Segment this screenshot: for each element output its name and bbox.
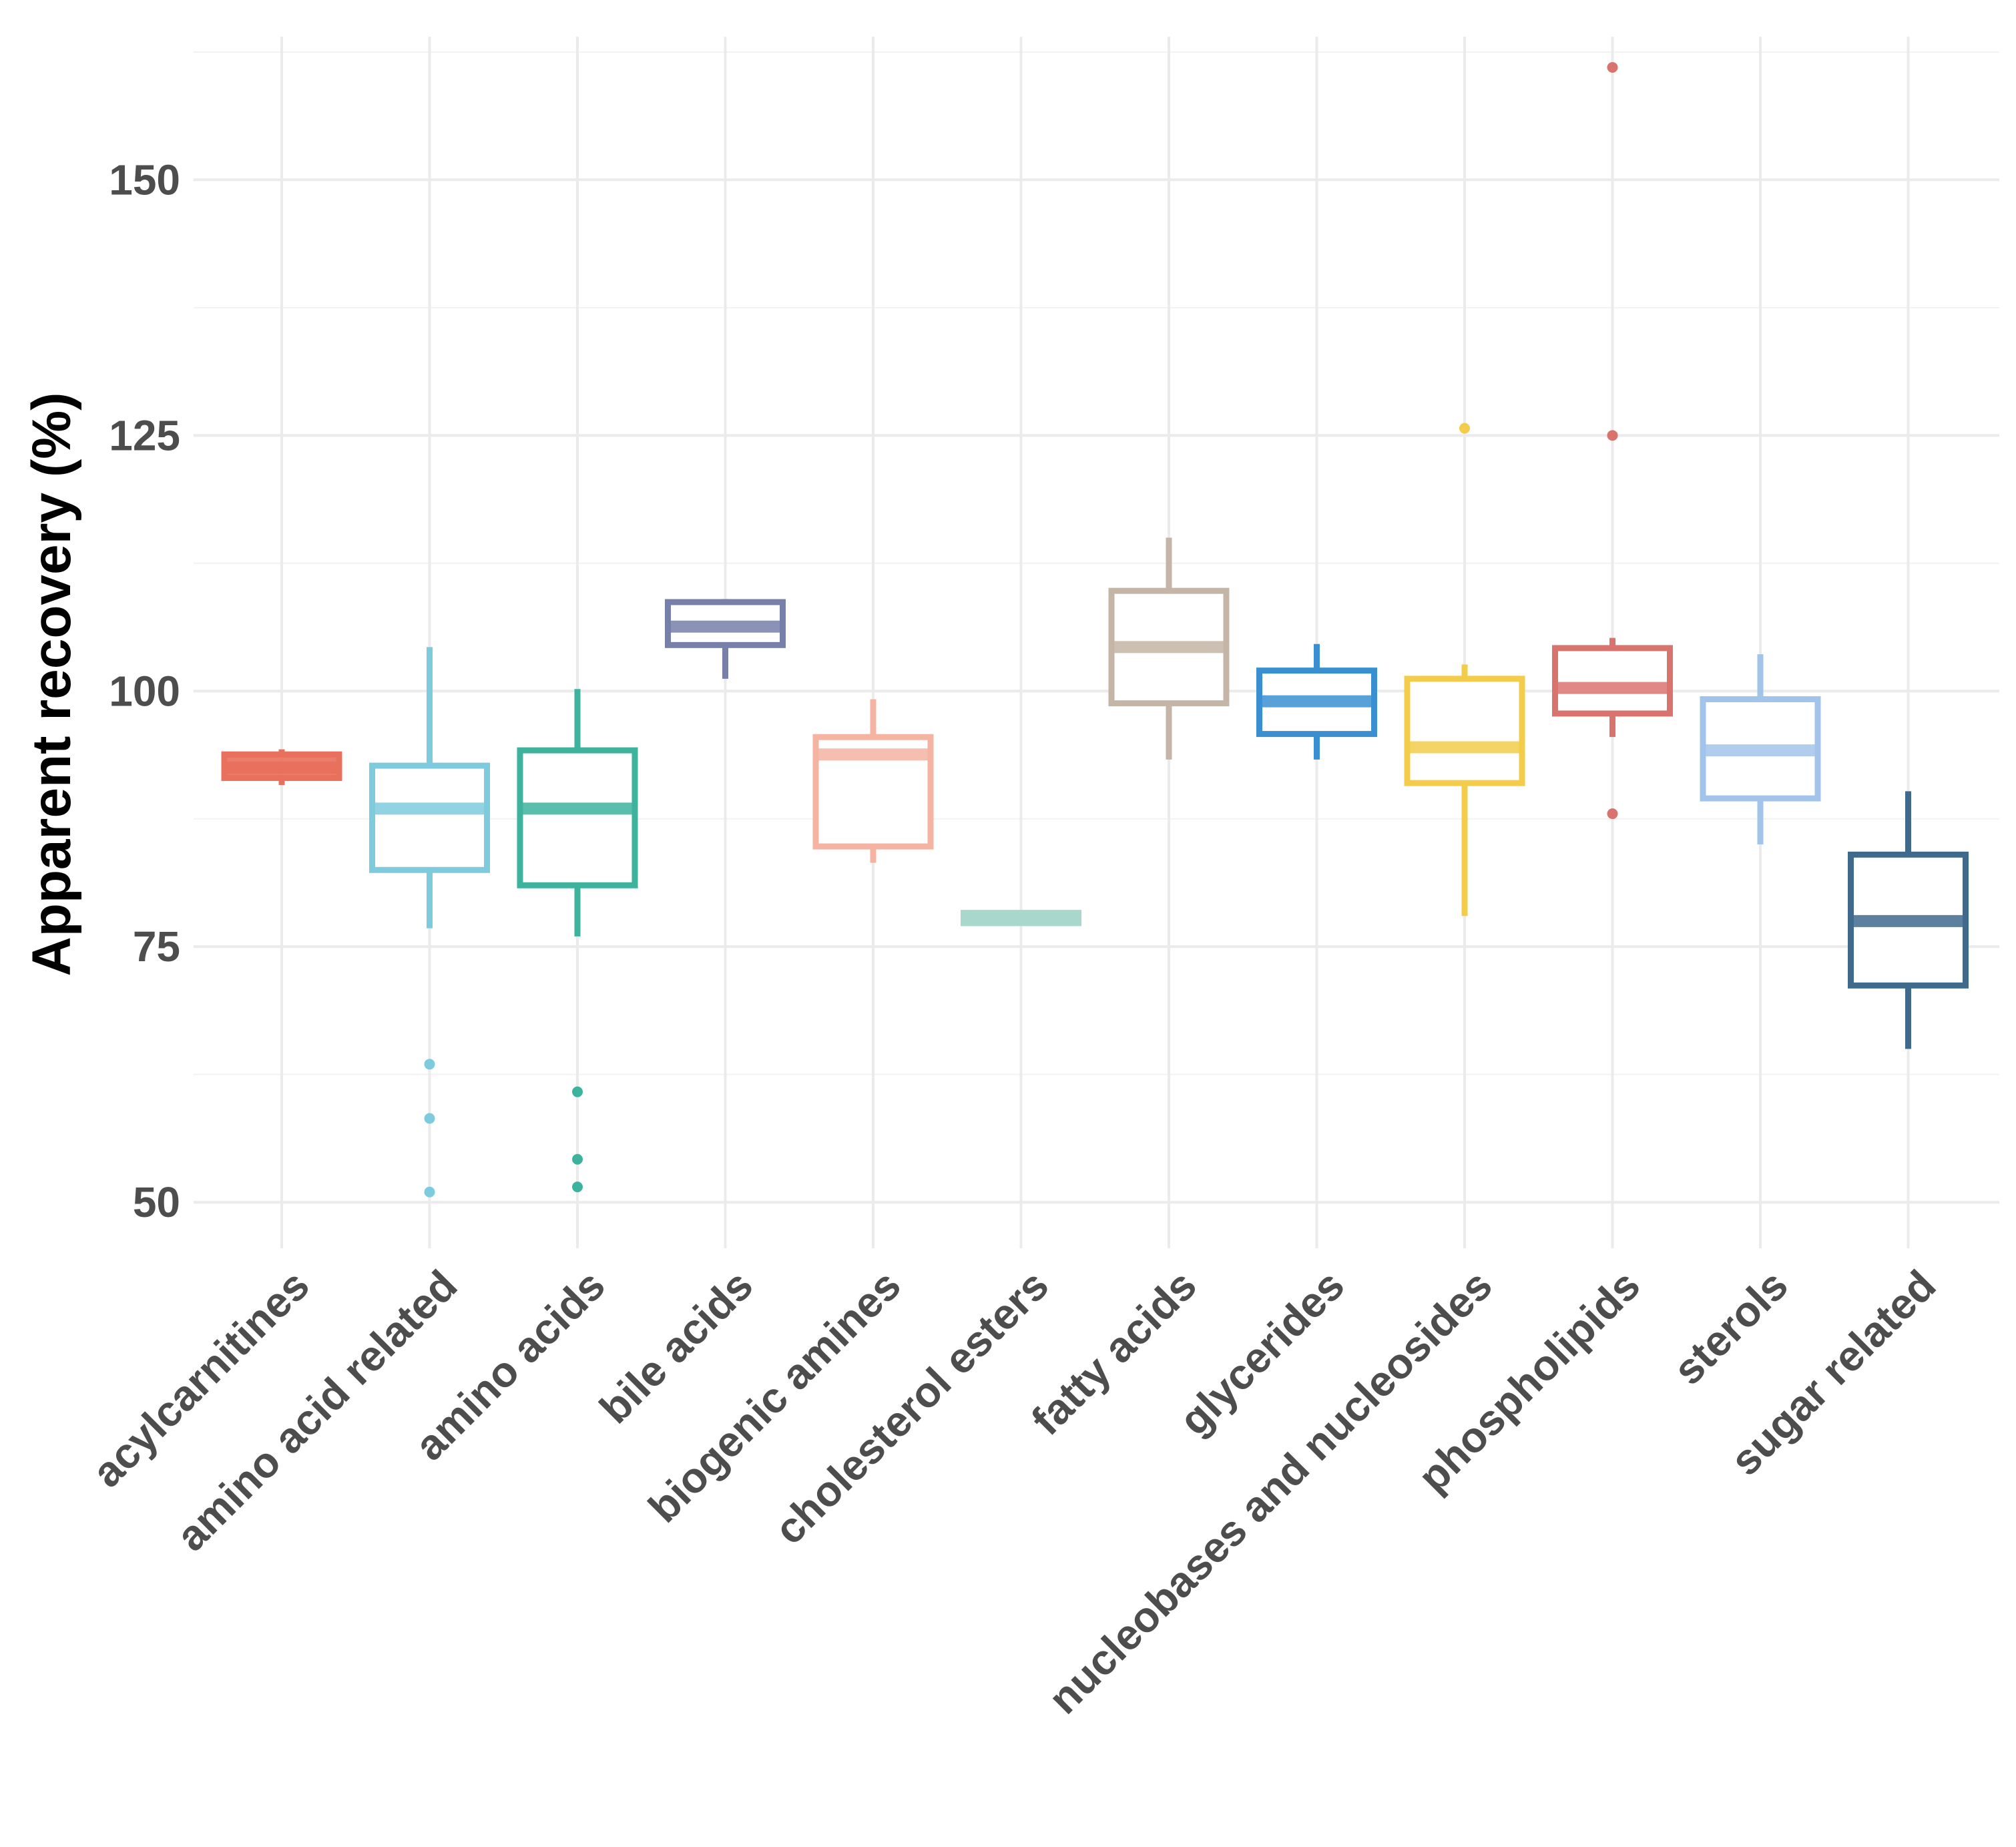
outlier-point xyxy=(572,1153,583,1165)
box-nucleobases-and-nucleosides xyxy=(1404,423,1525,916)
box-sugar-related xyxy=(1848,791,1969,1049)
outlier-point xyxy=(1607,61,1618,73)
outlier-point xyxy=(1607,808,1618,820)
box-bile-acids xyxy=(665,599,786,679)
box-amino-acid-related xyxy=(369,647,490,1198)
outlier-point xyxy=(424,1059,435,1070)
box-sterols xyxy=(1700,654,1821,844)
outlier-point xyxy=(1459,423,1470,434)
box-amino-acids xyxy=(517,689,638,1193)
box-body xyxy=(517,747,638,888)
box-fatty-acids xyxy=(1108,537,1230,760)
x-tick-label: sterols xyxy=(1664,1261,1797,1394)
box-body xyxy=(369,762,490,873)
box-body xyxy=(1404,676,1525,786)
box-cholesterol-esters xyxy=(961,910,1081,927)
y-tick-label: 50 xyxy=(133,1178,180,1226)
grid xyxy=(194,37,1999,1248)
y-tick-label: 125 xyxy=(109,411,180,459)
y-axis-title: Apparent recovery (%) xyxy=(21,392,82,977)
x-tick-label: amino acid related xyxy=(167,1261,466,1560)
y-tick-label: 150 xyxy=(109,156,180,204)
box-acylcarnitines xyxy=(221,749,342,786)
boxes xyxy=(221,61,1969,1198)
y-tick-label: 100 xyxy=(109,667,180,715)
box-phospholipids xyxy=(1552,61,1673,820)
box-biogenic-amines xyxy=(812,699,934,863)
box-glycerides xyxy=(1256,643,1377,760)
outlier-point xyxy=(572,1181,583,1193)
outlier-point xyxy=(572,1086,583,1097)
y-tick-label: 75 xyxy=(133,922,180,971)
box-body xyxy=(1552,645,1673,717)
x-tick-label: biogenic amines xyxy=(639,1261,910,1532)
outlier-point xyxy=(424,1113,435,1124)
outlier-point xyxy=(1607,430,1618,441)
x-tick-label: cholesterol esters xyxy=(765,1261,1057,1553)
outlier-point xyxy=(424,1186,435,1198)
y-axis-ticks: 50 75 100 125 150 xyxy=(109,156,180,1226)
